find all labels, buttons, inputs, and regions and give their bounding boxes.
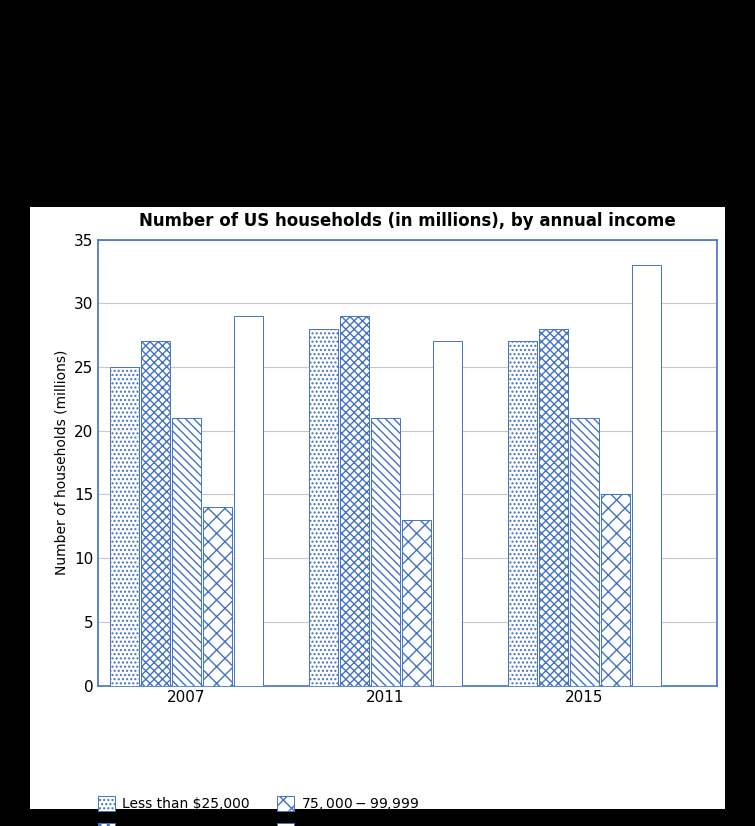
Bar <box>234 316 263 686</box>
Title: Number of US households (in millions), by annual income: Number of US households (in millions), b… <box>140 211 676 230</box>
Bar <box>172 418 201 686</box>
Bar <box>310 329 338 686</box>
Bar <box>539 329 568 686</box>
Bar <box>508 341 537 686</box>
Legend: Less than $25,000, $25,000-$49,999, $50,000-$74,999, $75,000-$99,999, $100,000 o: Less than $25,000, $25,000-$49,999, $50,… <box>93 790 431 826</box>
Bar <box>433 341 462 686</box>
Bar <box>110 367 139 686</box>
Bar <box>632 265 661 686</box>
Bar <box>371 418 400 686</box>
Bar <box>141 341 170 686</box>
Bar <box>402 520 431 686</box>
Y-axis label: Number of households (millions): Number of households (millions) <box>54 350 69 575</box>
Bar <box>341 316 369 686</box>
Bar <box>203 507 232 686</box>
Bar <box>570 418 599 686</box>
Bar <box>601 495 630 686</box>
